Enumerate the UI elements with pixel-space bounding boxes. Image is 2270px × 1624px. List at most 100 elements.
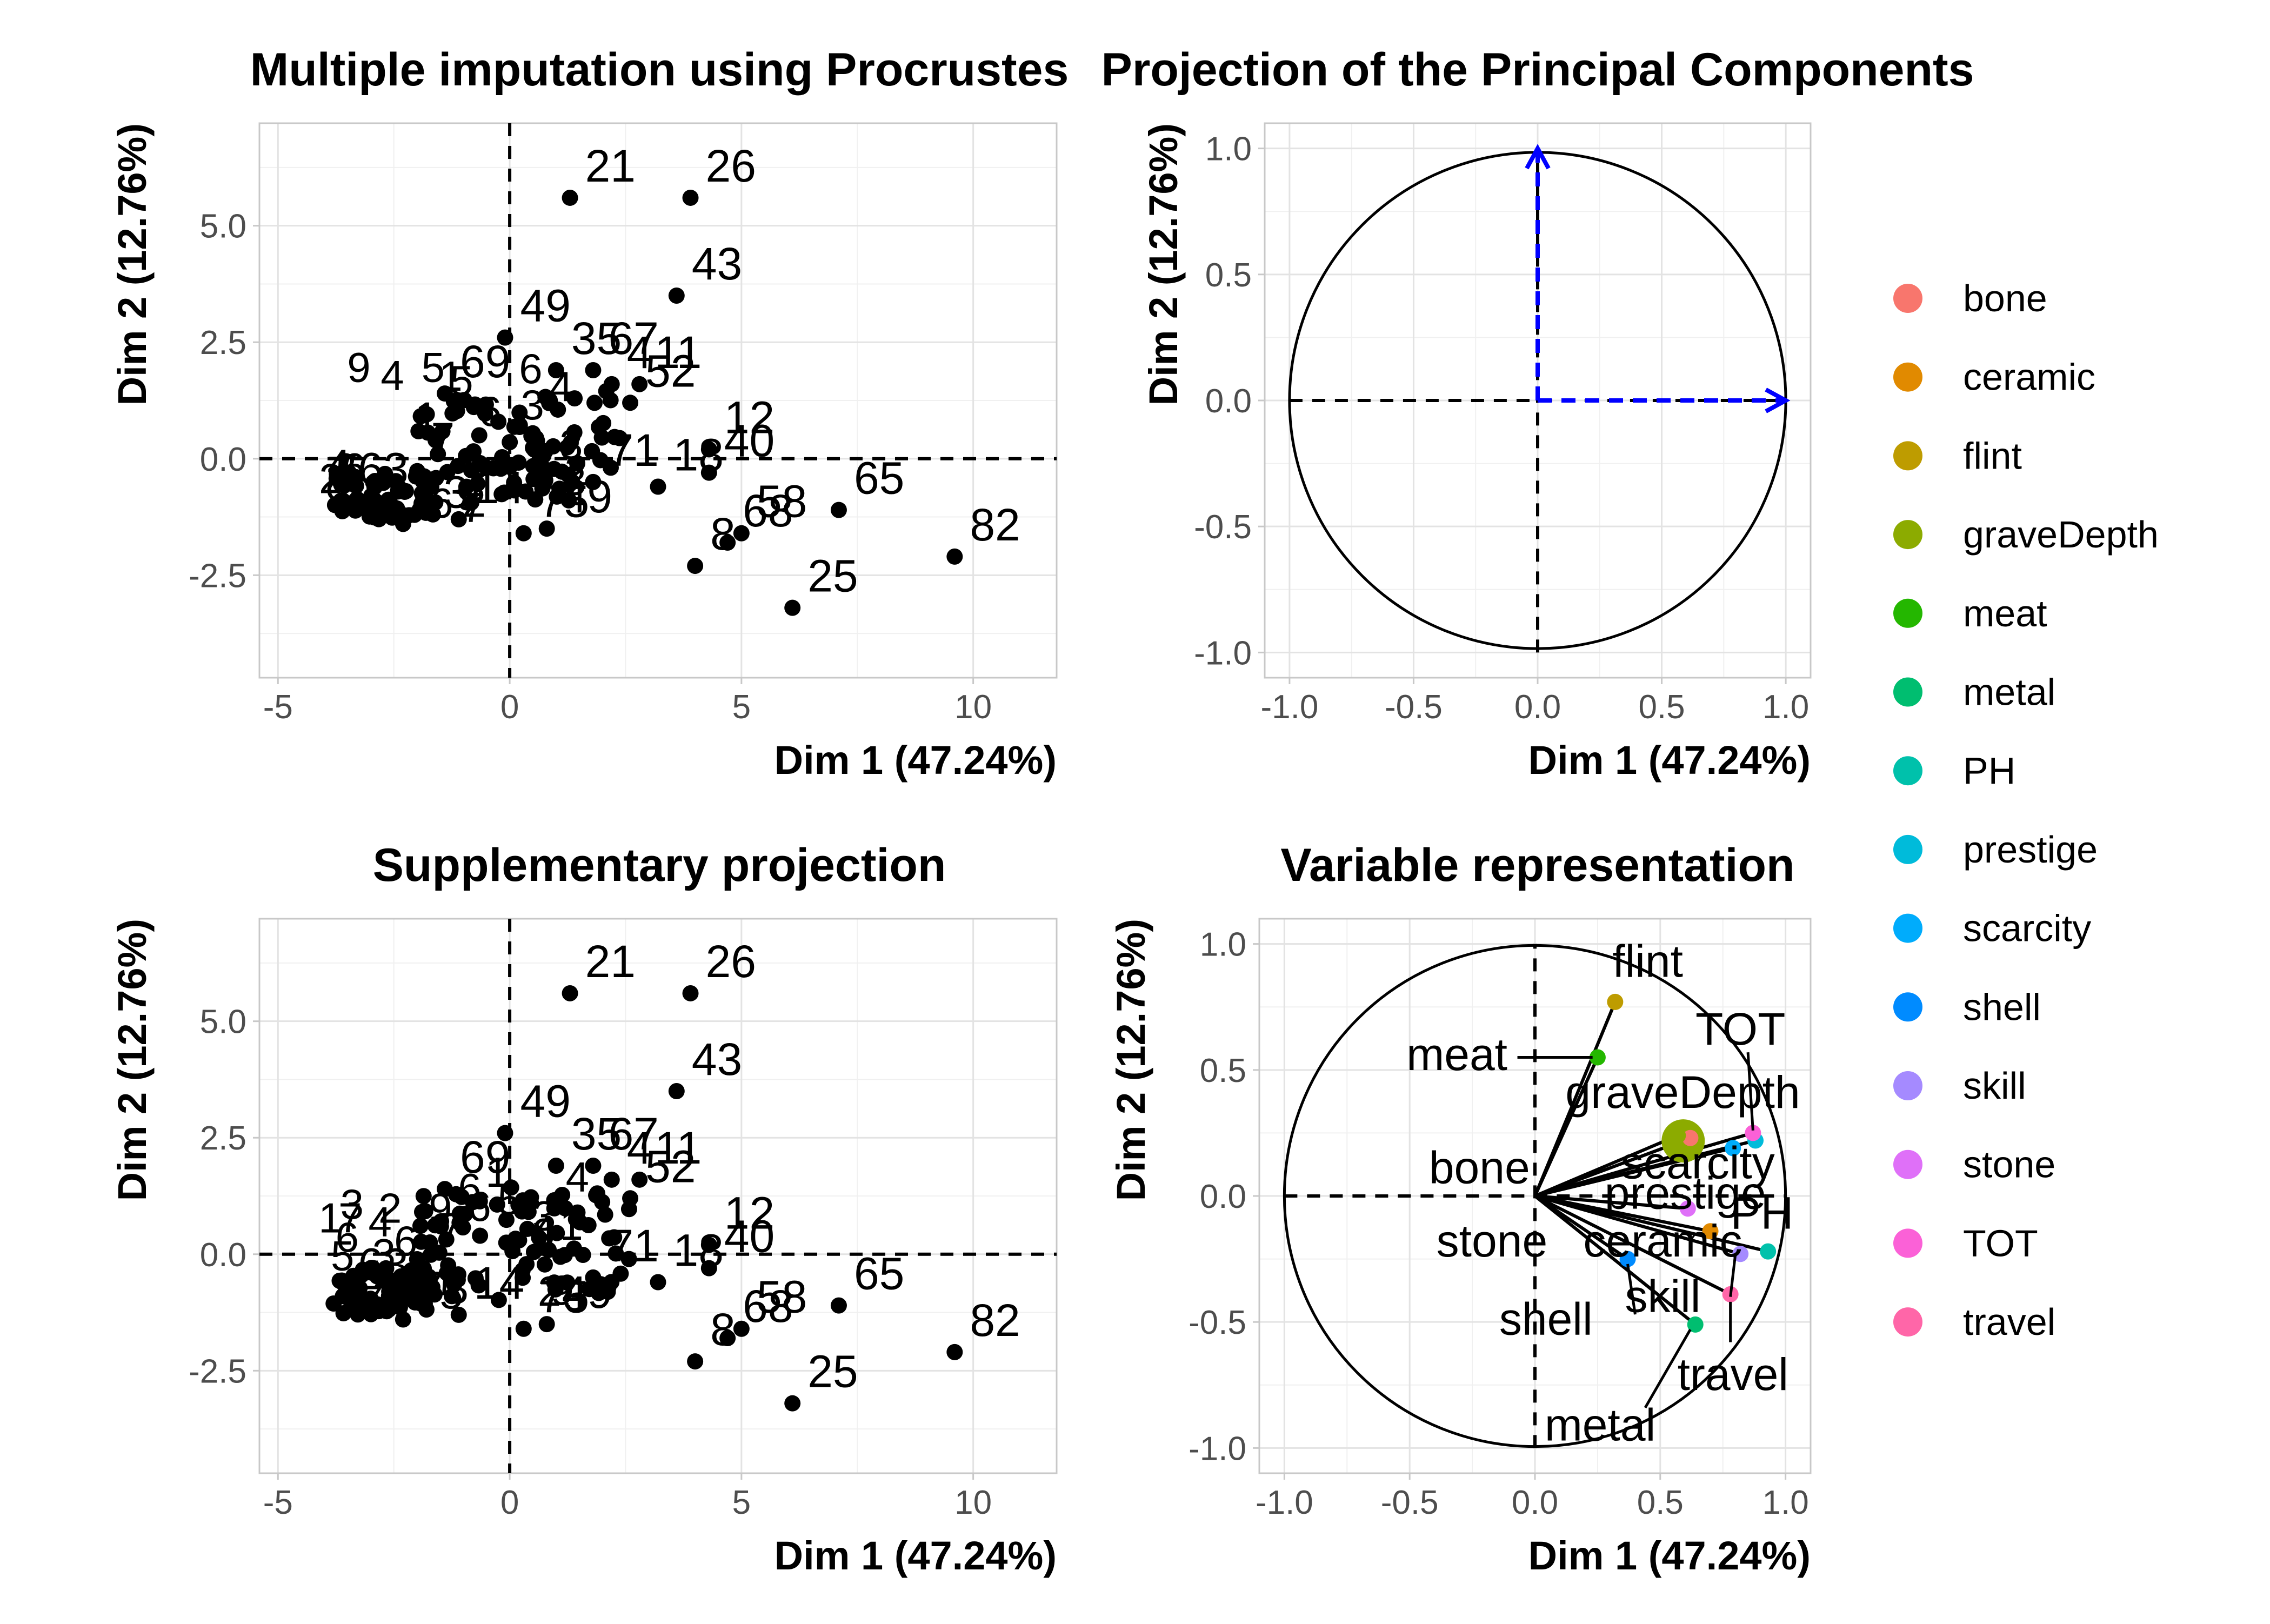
legend-key-scarcity — [1893, 913, 1922, 943]
labeled-point — [562, 985, 578, 1001]
individual-point — [565, 1240, 582, 1257]
point-label: 82 — [970, 1295, 1020, 1346]
individual-point — [472, 1227, 489, 1244]
point-label-fragment: 9 — [550, 1266, 573, 1314]
variable-label: bone — [1429, 1142, 1530, 1193]
individual-point — [557, 1200, 573, 1217]
x-tick-label: 0 — [500, 689, 519, 726]
individual-point — [413, 485, 430, 502]
individual-point — [536, 1256, 553, 1273]
point-label: 49 — [562, 1267, 612, 1318]
legend-label: meat — [1963, 592, 2047, 634]
individual-point — [595, 415, 612, 431]
y-tick-label: -0.5 — [1189, 1304, 1246, 1341]
individual-point — [531, 1229, 548, 1246]
point-label: 67 — [608, 313, 658, 364]
individual-point — [525, 471, 542, 487]
variable-point — [1760, 1243, 1777, 1260]
point-label: 11 — [655, 1122, 702, 1173]
point-label-fragment: 4 — [566, 1153, 589, 1201]
labeled-point — [515, 1320, 532, 1337]
labeled-point — [719, 1329, 736, 1346]
legend-key-skill — [1893, 1071, 1922, 1100]
labeled-point — [538, 520, 555, 537]
labeled-point — [437, 1181, 453, 1198]
individual-point — [489, 1196, 505, 1213]
legend-label: graveDepth — [1963, 513, 2159, 556]
individual-point — [422, 1246, 439, 1263]
x-axis-title: Dim 1 (47.24%) — [775, 1533, 1057, 1578]
individual-point — [536, 460, 552, 477]
labeled-point — [700, 1237, 717, 1253]
individual-point — [467, 1270, 484, 1287]
individual-point — [569, 455, 585, 472]
point-label: 12 — [724, 392, 775, 443]
point-label-fragment: 3 — [532, 1192, 556, 1239]
labeled-point — [631, 376, 648, 392]
label-leader — [1746, 1052, 1754, 1131]
point-label: 52 — [645, 345, 696, 396]
individual-point — [471, 427, 488, 444]
labeled-point — [548, 362, 564, 378]
variable-point — [1745, 1125, 1761, 1141]
point-label-fragment: 1 — [559, 1201, 583, 1249]
variable-arrow — [1534, 1194, 1629, 1261]
point-label-fragment: 6 — [336, 1213, 359, 1261]
labeled-point — [585, 1269, 602, 1286]
individual-point — [366, 479, 383, 496]
individual-point — [409, 463, 426, 479]
x-axis-title: Dim 1 (47.24%) — [775, 738, 1057, 783]
x-tick-label: 0.0 — [1512, 1484, 1558, 1521]
individual-point — [440, 1257, 457, 1274]
panel-3: -5 0 5 10 -2.5 0.0 2.5 5.0 Dim 1 (47.24%) Dim 2 (… — [110, 839, 1058, 1578]
individual-point — [502, 458, 518, 475]
individual-point — [559, 1274, 576, 1291]
labeled-point — [497, 329, 513, 346]
y-tick-label: -1.0 — [1194, 634, 1252, 672]
labeled-point — [830, 1297, 847, 1314]
labeled-point — [497, 1125, 513, 1141]
variable-label: flint — [1612, 935, 1683, 986]
labeled-point — [603, 376, 620, 392]
y-tick-label: 1.0 — [1205, 131, 1252, 168]
individual-point — [362, 1291, 379, 1307]
variable-point — [1725, 1140, 1741, 1157]
x-tick-label: 10 — [954, 1484, 992, 1521]
labeled-point — [622, 395, 639, 411]
variable-label: meat — [1406, 1029, 1507, 1080]
legend-label: prestige — [1963, 828, 2098, 871]
individual-point — [602, 459, 619, 476]
variable-arrow — [1534, 1194, 1697, 1326]
x-tick-label: -1.0 — [1256, 1484, 1313, 1521]
labeled-point — [335, 492, 351, 509]
point-label: 65 — [854, 453, 904, 504]
point-label: 25 — [807, 551, 858, 602]
x-tick-label: 0 — [500, 1484, 519, 1521]
point-label: 71 — [608, 1220, 658, 1271]
x-tick-label: -0.5 — [1381, 1484, 1439, 1521]
individual-point — [415, 1188, 432, 1205]
point-label: 75 — [539, 476, 589, 527]
individual-point — [559, 439, 576, 456]
point-label: 18 — [673, 1225, 724, 1276]
individual-point — [607, 1245, 624, 1262]
point-label-fragment: 3 — [372, 1230, 396, 1278]
variable-arrow — [1534, 1131, 1754, 1198]
y-tick-label: 0.5 — [1205, 257, 1252, 294]
point-label: 52 — [645, 1141, 696, 1192]
legend-key-stone — [1893, 1150, 1922, 1179]
labeled-point — [585, 362, 602, 378]
point-label: 49 — [520, 280, 571, 331]
variable-arrow — [1534, 1194, 1688, 1211]
labeled-point — [700, 1260, 717, 1277]
y-tick-label: -0.5 — [1194, 509, 1252, 546]
panel-border — [258, 918, 1058, 1474]
x-tick-label: 10 — [954, 689, 992, 726]
labeled-point — [668, 1083, 685, 1100]
y-tick-label: 5.0 — [200, 1004, 246, 1041]
individual-point — [525, 439, 542, 456]
point-label: 4 — [627, 327, 652, 378]
labeled-point — [687, 1353, 704, 1370]
variable-point — [1682, 1130, 1699, 1146]
labeled-point — [335, 1288, 351, 1305]
